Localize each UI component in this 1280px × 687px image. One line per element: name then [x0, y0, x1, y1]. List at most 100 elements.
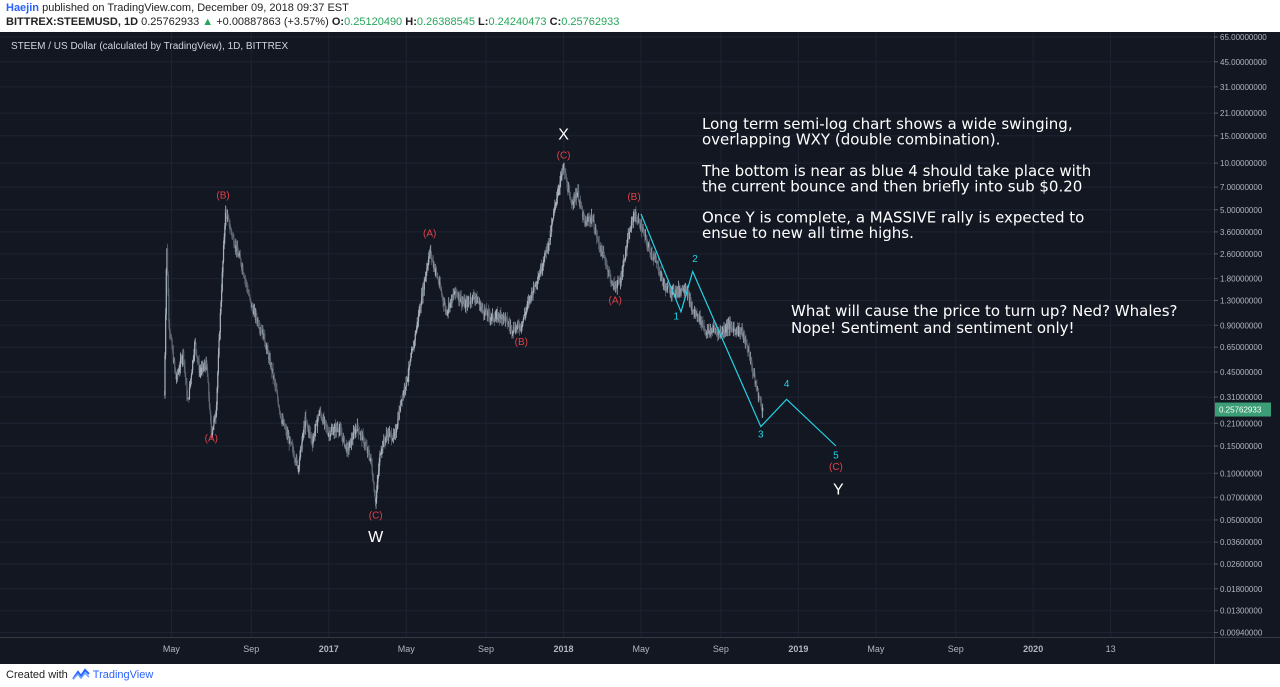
candle-body — [250, 300, 252, 308]
candle-body — [344, 444, 346, 447]
candle-body — [381, 450, 383, 453]
candle-body — [683, 290, 685, 292]
candle-body — [655, 260, 658, 264]
candle-body — [213, 419, 215, 426]
candle-body — [333, 427, 335, 432]
candle-body — [695, 313, 698, 317]
candle-body — [617, 279, 619, 284]
candle-body — [691, 307, 694, 313]
candle-body — [443, 304, 445, 306]
candle-body — [488, 312, 490, 316]
x-tick-label: Sep — [948, 644, 964, 654]
candle-body — [604, 256, 606, 262]
candle-body — [519, 325, 521, 330]
candle-body — [386, 434, 388, 436]
candle-body — [536, 281, 539, 283]
candle-body — [340, 427, 342, 431]
candle-body — [538, 273, 541, 277]
candle-body — [559, 181, 561, 188]
candle-body — [646, 238, 648, 244]
candle-body — [345, 444, 347, 446]
candle-body — [509, 326, 512, 328]
candle-body — [479, 302, 481, 304]
author-link[interactable]: Haejin — [6, 2, 40, 14]
candle-body — [702, 326, 705, 327]
candle-body — [358, 433, 360, 435]
candle-body — [291, 445, 293, 447]
candle-body — [561, 169, 564, 171]
candle-body — [558, 190, 560, 192]
candle-body — [399, 409, 401, 411]
candle-body — [279, 411, 281, 414]
candle-body — [645, 235, 647, 239]
candle-body — [209, 407, 211, 412]
candle-body — [703, 326, 705, 330]
candle-body — [618, 280, 620, 283]
x-tick-label: May — [163, 644, 181, 654]
candle-body — [403, 392, 405, 394]
candle-body — [334, 426, 337, 432]
candle-body — [591, 215, 593, 221]
candle-body — [615, 285, 617, 288]
candle-body — [304, 416, 306, 428]
candle-body — [558, 187, 560, 191]
candle-body — [518, 328, 521, 330]
candle-body — [649, 248, 651, 253]
candle-body — [228, 219, 230, 228]
candle-body — [188, 398, 190, 400]
candle-body — [480, 307, 483, 308]
candle-body — [531, 290, 533, 296]
created-with-text: Created with — [6, 669, 68, 681]
candle-body — [272, 368, 274, 378]
chart-background — [0, 32, 1280, 664]
candle-body — [326, 426, 328, 432]
y-tick-label: 0.45000000 — [1220, 368, 1263, 377]
candle-body — [526, 303, 528, 309]
candle-body — [574, 194, 576, 195]
candle-body — [408, 365, 411, 367]
candle-body — [352, 431, 355, 439]
candle-body — [662, 279, 664, 284]
candle-body — [681, 287, 683, 291]
price-chart[interactable]: 65.0000000045.0000000031.0000000021.0000… — [0, 32, 1280, 664]
candle-body — [327, 431, 329, 435]
candle-body — [205, 361, 207, 370]
candle-body — [410, 352, 413, 358]
candle-body — [374, 496, 376, 503]
candle-body — [243, 275, 245, 279]
candle-body — [706, 330, 708, 333]
candle-body — [176, 371, 178, 379]
candle-body — [584, 221, 586, 224]
candle-body — [298, 459, 301, 467]
symbol-info: BITTREX:STEEMUSD, 1D 0.25762933 ▲ +0.008… — [6, 16, 619, 30]
candle-body — [206, 361, 208, 367]
open-label: O: — [331, 16, 345, 28]
candle-body — [217, 372, 219, 389]
candle-body — [745, 338, 747, 343]
candle-body — [515, 326, 517, 332]
candle-body — [489, 318, 492, 320]
candle-body — [192, 359, 194, 361]
candle-body — [426, 265, 429, 269]
x-tick-label: May — [398, 644, 416, 654]
candle-body — [609, 273, 611, 276]
candle-body — [751, 360, 753, 367]
candle-body — [535, 281, 537, 285]
candle-body — [696, 313, 698, 317]
candle-body — [502, 316, 504, 319]
candle-body — [634, 214, 636, 219]
candle-body — [445, 310, 447, 312]
candle-body — [564, 172, 566, 174]
y-tick-label: 0.10000000 — [1220, 469, 1263, 478]
candle-body — [691, 307, 693, 309]
candle-body — [222, 261, 224, 273]
published-text: published on TradingView.com, December 0… — [42, 2, 349, 14]
candle-body — [644, 235, 647, 239]
candle-body — [693, 313, 696, 315]
candle-body — [612, 281, 614, 283]
candle-body — [551, 224, 553, 232]
candle-body — [620, 273, 622, 283]
tradingview-link[interactable]: TradingView — [92, 669, 154, 681]
candle-body — [582, 213, 584, 218]
wave-label: (A) — [609, 296, 622, 307]
